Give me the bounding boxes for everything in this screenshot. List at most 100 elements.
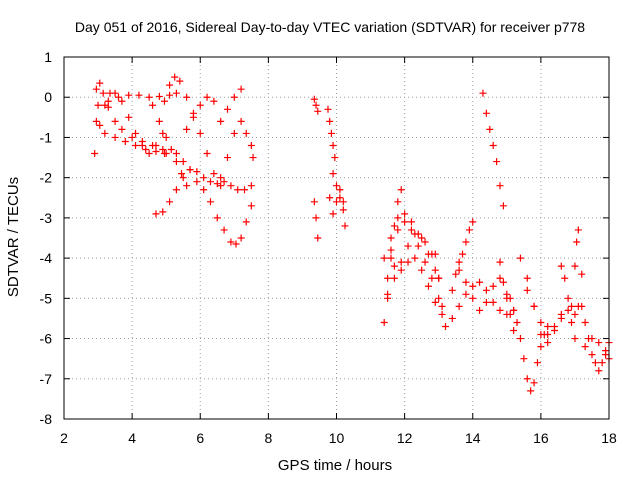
data-point [189, 113, 197, 121]
data-point [438, 310, 446, 318]
data-point [167, 146, 175, 154]
x-tick-label: 16 [533, 430, 549, 446]
data-point [118, 97, 126, 105]
data-point [411, 230, 419, 238]
data-point [394, 226, 402, 234]
data-point [455, 266, 463, 274]
x-tick-label: 14 [465, 430, 481, 446]
series-arc-01 [91, 89, 167, 158]
series-arc-11 [310, 95, 322, 115]
chart-title: Day 051 of 2016, Sidereal Day-to-day VTE… [75, 19, 585, 35]
data-point [561, 274, 569, 282]
data-point [149, 141, 157, 149]
data-point [132, 129, 140, 137]
data-point [125, 91, 133, 99]
data-point [224, 105, 231, 113]
data-point [94, 101, 102, 109]
data-point [247, 141, 255, 149]
data-point [111, 89, 119, 97]
data-point [394, 214, 402, 222]
data-points [91, 73, 613, 395]
data-point [247, 202, 255, 210]
y-tick-label: -2 [40, 170, 53, 186]
data-point [489, 298, 497, 306]
data-point [523, 375, 531, 383]
data-point [118, 125, 126, 133]
data-point [186, 166, 194, 174]
data-point [237, 234, 245, 242]
x-tick-label: 4 [128, 430, 136, 446]
series-arc-20 [384, 254, 446, 318]
data-point [428, 274, 436, 282]
grid-lines [64, 57, 609, 419]
data-point [145, 93, 153, 101]
data-point [448, 286, 456, 294]
data-point [571, 310, 579, 318]
data-point [418, 266, 426, 274]
series-arc-04 [94, 89, 180, 109]
data-point [401, 218, 409, 226]
data-point [125, 113, 133, 121]
data-point [91, 150, 99, 158]
data-point [203, 93, 211, 101]
series-arc-29 [523, 286, 579, 339]
data-point [581, 343, 589, 351]
data-point [145, 150, 153, 158]
data-point [384, 274, 392, 282]
series-arc-13 [324, 105, 339, 162]
data-point [571, 262, 579, 270]
data-point [479, 89, 487, 97]
data-point [465, 226, 473, 234]
data-point [442, 322, 449, 330]
x-tick-label: 10 [329, 430, 345, 446]
data-point [520, 355, 528, 363]
data-point [384, 290, 392, 298]
data-point [513, 318, 521, 326]
data-point [486, 125, 494, 133]
data-point [568, 318, 576, 326]
data-point [329, 170, 337, 178]
data-point [407, 218, 415, 226]
data-point [551, 322, 558, 330]
data-point [496, 258, 504, 266]
data-point [200, 186, 208, 194]
data-point [397, 266, 405, 274]
data-point [557, 262, 565, 270]
data-point [544, 322, 552, 330]
data-point [397, 186, 405, 194]
data-point [380, 318, 388, 326]
data-point [166, 81, 174, 89]
data-point [424, 250, 432, 258]
data-point [469, 218, 477, 226]
series-arc-07 [152, 166, 255, 218]
x-axis-ticks: 2 4 6 8 10 12 14 16 18 [60, 57, 617, 446]
data-point [183, 182, 191, 190]
data-point [333, 182, 340, 190]
data-point [210, 97, 218, 105]
data-point [152, 148, 160, 156]
data-point [421, 258, 429, 266]
data-point [329, 141, 337, 149]
data-point [390, 274, 398, 282]
data-point [210, 170, 218, 178]
data-point [217, 174, 225, 182]
data-point [249, 154, 257, 162]
data-point [213, 214, 221, 222]
data-point [404, 242, 412, 250]
data-point [213, 180, 221, 188]
data-point [227, 182, 235, 190]
data-point [431, 250, 439, 258]
x-tick-label: 6 [196, 430, 204, 446]
data-point [380, 254, 388, 262]
series-arc-06 [160, 73, 225, 190]
y-axis-ticks: 1 0 -1 -2 -3 -4 -5 -6 -7 -8 [40, 49, 609, 427]
data-point [314, 107, 322, 115]
data-point [336, 186, 344, 194]
y-tick-label: 0 [44, 89, 52, 105]
data-point [414, 242, 422, 250]
data-point [489, 282, 497, 290]
data-point [510, 306, 518, 314]
data-point [232, 240, 240, 248]
data-point [537, 318, 545, 326]
data-point [598, 359, 606, 367]
